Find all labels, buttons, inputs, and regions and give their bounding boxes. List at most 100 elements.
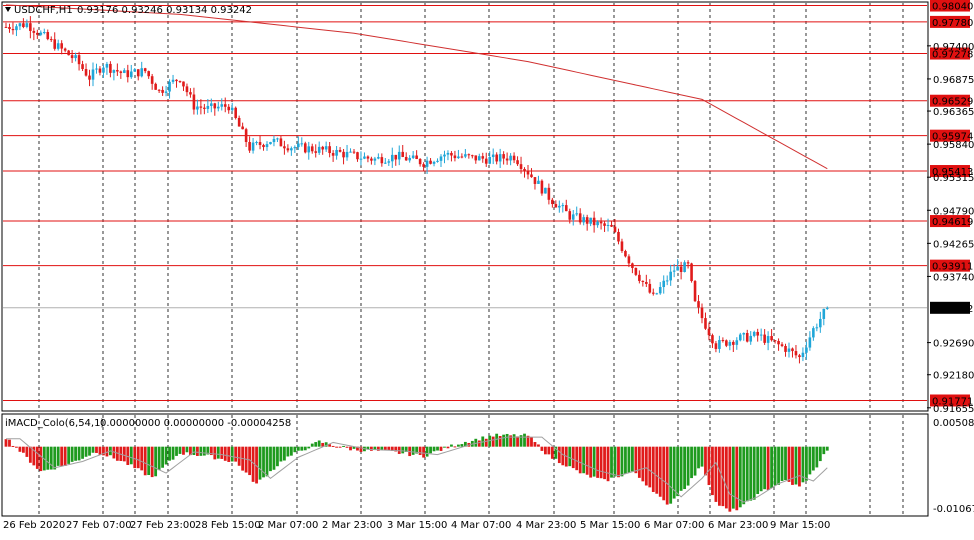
histogram-bar: [592, 446, 596, 477]
candle-body: [477, 156, 481, 161]
candle-body: [265, 144, 269, 148]
histogram-bar: [777, 446, 780, 485]
histogram-bar: [373, 446, 377, 450]
level-price-label: 0.94619: [932, 217, 973, 228]
histogram-bar: [724, 446, 728, 509]
candle-body: [606, 224, 610, 226]
histogram-bar: [731, 446, 735, 509]
candle-body: [81, 64, 84, 70]
candle-body: [237, 117, 241, 127]
candle-body: [784, 345, 787, 352]
time-label: 6 Mar 07:00: [644, 520, 704, 531]
histogram-bar: [624, 446, 627, 474]
histogram-bar: [230, 446, 234, 462]
histogram-bar: [763, 446, 767, 490]
candle-body: [638, 274, 641, 281]
histogram-bar: [613, 446, 617, 477]
level-price-box: [930, 165, 970, 178]
candle-body: [467, 154, 471, 156]
candle-body: [683, 262, 686, 273]
candle-body: [279, 138, 283, 147]
candle-body: [558, 205, 561, 208]
level-price-box: [930, 47, 970, 60]
candle-body: [345, 151, 349, 158]
histogram-bar: [745, 446, 749, 502]
histogram-bar: [491, 436, 495, 447]
histogram-bar: [735, 446, 739, 511]
histogram-bar: [136, 446, 140, 469]
histogram-bar: [122, 446, 126, 462]
candle-body: [314, 151, 318, 153]
candle-body: [157, 89, 161, 91]
candle-body: [46, 32, 50, 40]
histogram-bar: [32, 446, 36, 466]
histogram-bar: [676, 446, 680, 497]
candle-body: [216, 106, 220, 109]
histogram-bar: [634, 446, 638, 474]
histogram-bar: [49, 446, 53, 470]
price-label: 0.95315: [933, 173, 974, 184]
histogram-bar: [582, 446, 586, 474]
candle-body: [359, 158, 363, 160]
candle-body: [192, 94, 196, 110]
histogram-bar: [175, 446, 178, 456]
candle-body: [390, 154, 394, 162]
histogram-bar: [182, 446, 185, 455]
candle-body: [32, 30, 36, 33]
candle-body: [453, 155, 457, 159]
histogram-bar: [474, 438, 478, 447]
candle-body: [610, 224, 613, 227]
histogram-bar: [711, 446, 714, 496]
candle-body: [805, 347, 808, 353]
histogram-bar: [429, 446, 432, 454]
candle-body: [324, 146, 328, 150]
histogram-bar: [206, 446, 210, 455]
histogram-bar: [335, 446, 338, 448]
histogram-bar: [446, 446, 450, 449]
histogram-bar: [557, 446, 561, 464]
candle-body: [523, 168, 526, 171]
candle-body: [4, 26, 8, 28]
candle-body: [735, 340, 739, 345]
candle-body: [450, 152, 453, 156]
candle-body: [175, 79, 178, 82]
histogram-bar: [314, 442, 318, 447]
histogram-bar: [293, 446, 297, 453]
candle-body: [352, 151, 356, 153]
candle-body: [244, 129, 248, 142]
candle-body: [808, 337, 812, 348]
candle-body: [585, 217, 589, 224]
histogram-bar: [53, 446, 57, 470]
candle-body: [599, 221, 603, 224]
candle-body: [67, 50, 70, 56]
histogram-bar: [669, 446, 673, 504]
candle-body: [401, 151, 405, 157]
histogram-bar: [770, 446, 773, 489]
candle-body: [544, 187, 547, 194]
histogram-bar: [509, 435, 512, 447]
histogram-bar: [606, 446, 610, 482]
candle-body: [443, 154, 446, 157]
chart-menu-triangle-icon[interactable]: [5, 7, 11, 12]
histogram-bar: [738, 446, 742, 508]
candle-body: [770, 336, 773, 341]
histogram-bar: [787, 446, 791, 482]
histogram-bar: [171, 446, 175, 460]
price-label: 0.94790: [933, 206, 974, 217]
histogram-bar: [310, 443, 314, 447]
histogram-bar: [641, 446, 645, 482]
histogram-bar: [519, 435, 523, 447]
candle-body: [258, 142, 262, 145]
candle-body: [439, 156, 443, 161]
candle-body: [707, 328, 711, 336]
histogram-bar: [269, 446, 272, 472]
histogram-bar: [283, 446, 286, 461]
price-label: 0.95840: [933, 140, 974, 151]
histogram-bar: [439, 446, 443, 451]
histogram-bar: [77, 446, 81, 461]
candle-body: [227, 106, 231, 111]
histogram-bar: [112, 446, 116, 459]
candle-body: [425, 160, 429, 167]
